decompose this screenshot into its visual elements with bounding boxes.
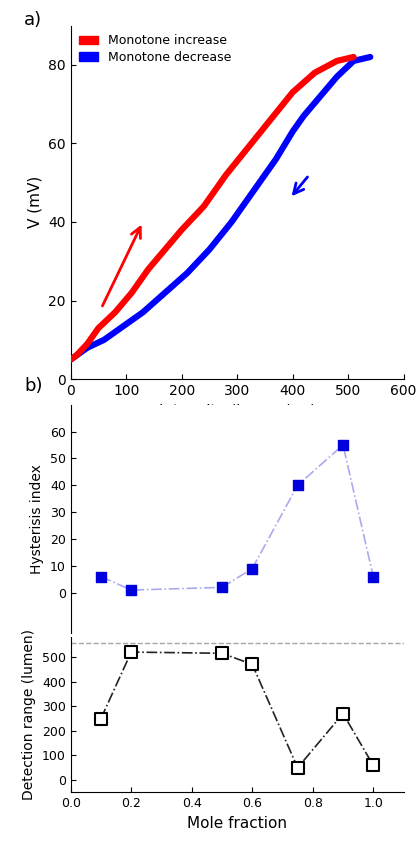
Point	[249, 561, 255, 575]
Point	[219, 647, 225, 660]
Point	[294, 761, 301, 774]
Text: a): a)	[24, 11, 42, 30]
Point	[294, 479, 301, 492]
Y-axis label: Detection range (lumen): Detection range (lumen)	[22, 630, 36, 800]
Y-axis label: Hysterisis index: Hysterisis index	[30, 464, 44, 573]
X-axis label: Intensity (lumen/m²): Intensity (lumen/m²)	[158, 404, 316, 418]
Point	[340, 438, 347, 452]
Point	[249, 658, 255, 671]
Point	[219, 580, 225, 594]
Point	[98, 570, 104, 584]
Text: b): b)	[24, 377, 42, 395]
Point	[128, 645, 134, 659]
Point	[340, 707, 347, 721]
Legend: Monotone increase, Monotone decrease: Monotone increase, Monotone decrease	[77, 32, 234, 66]
X-axis label: Mole fraction: Mole fraction	[187, 815, 287, 831]
Point	[128, 584, 134, 597]
Point	[98, 711, 104, 725]
Y-axis label: V (mV): V (mV)	[28, 176, 43, 228]
Point	[370, 570, 376, 584]
Point	[370, 758, 376, 772]
